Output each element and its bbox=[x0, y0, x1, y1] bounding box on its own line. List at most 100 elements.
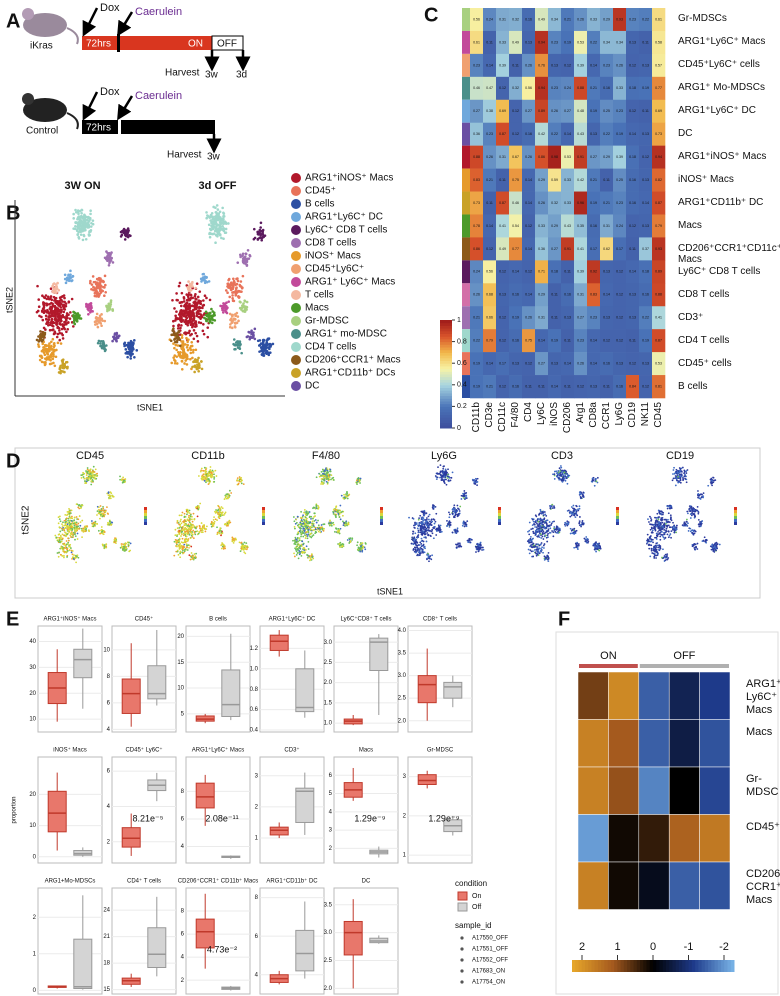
tsne-dot bbox=[213, 477, 216, 480]
tsne-dot bbox=[123, 232, 127, 235]
tsne-dot bbox=[67, 273, 70, 277]
tsne-dot bbox=[120, 543, 123, 545]
cell-value: 0.79 bbox=[655, 224, 662, 228]
tsne-dot bbox=[434, 520, 437, 523]
tsne-dot bbox=[74, 538, 76, 541]
tsne-dot bbox=[302, 542, 305, 545]
tsne-dot bbox=[197, 306, 201, 310]
cell-value: 0.13 bbox=[629, 40, 636, 44]
cell-value: 0.17 bbox=[499, 362, 506, 366]
cell-value: 0.12 bbox=[616, 293, 623, 297]
cell-value: 0.24 bbox=[473, 270, 480, 274]
tsne-dot bbox=[304, 537, 307, 539]
tsne-dot bbox=[208, 478, 210, 481]
tsne-dot bbox=[184, 318, 187, 322]
tsne-dot bbox=[46, 344, 50, 347]
tsne-plot bbox=[173, 466, 249, 561]
tsne-dot bbox=[99, 277, 102, 280]
legend-label: CD45⁺Ly6C⁺ bbox=[305, 264, 364, 275]
cell-value: 0.21 bbox=[590, 178, 597, 182]
tsne-dot bbox=[180, 291, 184, 295]
cell-value: 0.22 bbox=[642, 316, 649, 320]
tsne-dot bbox=[186, 343, 189, 347]
tsne-dot bbox=[211, 310, 215, 313]
tsne-dot bbox=[92, 474, 95, 477]
cell-value: 0.13 bbox=[512, 362, 519, 366]
cell-value: 0.11 bbox=[551, 316, 558, 320]
tsne-dot bbox=[78, 507, 81, 510]
tsne-dot bbox=[52, 342, 56, 345]
tsne-dot bbox=[335, 506, 337, 509]
tsne-dot bbox=[130, 352, 133, 355]
cell-value: 0.13 bbox=[590, 132, 597, 136]
cell-value: 0.16 bbox=[512, 339, 519, 343]
tsne-dot bbox=[96, 514, 98, 516]
cell-value: 0.79 bbox=[486, 339, 493, 343]
tsne-plot bbox=[54, 465, 132, 564]
tsne-dot bbox=[185, 316, 189, 320]
tsne-dot bbox=[233, 317, 237, 321]
tsne-dot bbox=[183, 304, 186, 308]
tsne-dot bbox=[103, 294, 106, 298]
tsne-dot bbox=[191, 351, 195, 354]
tsne-dot bbox=[219, 515, 222, 518]
tsne-dot bbox=[176, 527, 179, 530]
tsne-dot bbox=[93, 477, 96, 479]
mini-colorbar bbox=[262, 522, 265, 525]
tsne-dot bbox=[423, 519, 426, 521]
tsne-dot bbox=[93, 294, 97, 298]
tsne-dot bbox=[82, 218, 85, 222]
tsne-dot bbox=[319, 528, 321, 531]
tsne-dot bbox=[323, 474, 326, 477]
timeline-on bbox=[82, 36, 212, 50]
tsne-dot bbox=[432, 537, 435, 540]
tsne-dot bbox=[432, 518, 435, 521]
tsne-dot bbox=[60, 359, 64, 362]
row-annotation bbox=[462, 283, 470, 307]
tsne-dot bbox=[453, 506, 455, 509]
tsne-dot bbox=[51, 321, 54, 325]
cell-value: 0.16 bbox=[590, 224, 597, 228]
tsne-dot bbox=[236, 340, 239, 343]
tsne-dot bbox=[129, 341, 132, 344]
cell-value: 0.56 bbox=[525, 86, 532, 90]
tsne-dot bbox=[302, 535, 305, 538]
tsne-dot bbox=[92, 525, 95, 528]
tsne-dot bbox=[70, 524, 72, 527]
tsne-dot bbox=[213, 516, 215, 519]
mini-colorbar bbox=[380, 513, 383, 516]
tsne-dot bbox=[50, 310, 54, 314]
tsne-dot bbox=[201, 478, 204, 481]
tsne-dot bbox=[228, 519, 231, 522]
tsne-dot bbox=[178, 523, 181, 526]
tsne-dot bbox=[42, 326, 46, 330]
tsne-dot bbox=[74, 221, 78, 225]
cell-value: 0.88 bbox=[473, 155, 480, 159]
tsne-dot bbox=[299, 516, 302, 519]
tsne-dot bbox=[419, 552, 421, 555]
tsne-dot bbox=[91, 310, 94, 313]
tsne-dot bbox=[221, 545, 224, 548]
tsne-dot bbox=[197, 356, 200, 360]
legend-swatch bbox=[291, 303, 301, 313]
tsne-dot bbox=[198, 531, 201, 534]
tsne-dot bbox=[99, 510, 102, 513]
row-annotation bbox=[462, 30, 470, 54]
tsne-dot bbox=[202, 322, 205, 326]
tsne-dot bbox=[240, 290, 243, 293]
tsne-dot bbox=[61, 533, 64, 536]
harvest-time: 3d bbox=[236, 70, 247, 81]
tsne-dot bbox=[100, 507, 103, 510]
tsne-dot bbox=[236, 277, 239, 280]
cell-value: 0.46 bbox=[512, 201, 519, 205]
tsne-dot bbox=[305, 512, 308, 514]
tsne-dot bbox=[236, 479, 239, 481]
tsne-dot bbox=[77, 556, 80, 559]
colorbar-label: 0.8 bbox=[457, 338, 467, 345]
tsne-dot bbox=[52, 295, 56, 299]
tsne-dot bbox=[186, 511, 189, 514]
tsne-dot bbox=[420, 533, 423, 536]
tsne-dot bbox=[176, 520, 179, 523]
tsne-dot bbox=[234, 287, 238, 290]
column-label: NK11 bbox=[640, 402, 651, 427]
